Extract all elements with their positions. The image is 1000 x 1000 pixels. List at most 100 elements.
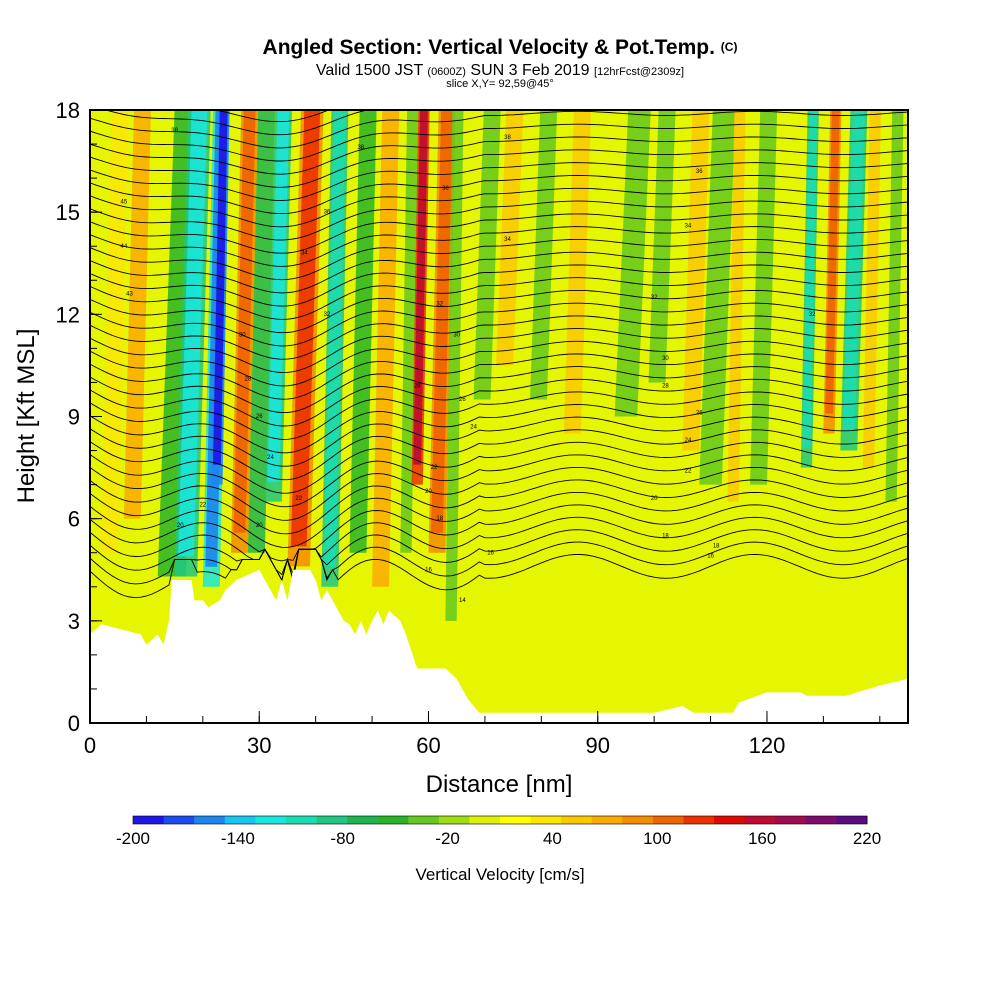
isentrope-label: 18 [436, 516, 443, 522]
isentrope-label: 16 [707, 554, 714, 560]
isentrope-line [90, 315, 908, 360]
colorbar-swatch [622, 816, 654, 824]
isentrope-label: 36 [324, 210, 331, 216]
slice-info: slice X,Y= 92,59@45° [446, 78, 554, 90]
colorbar-swatch [805, 816, 837, 824]
isentrope-label: 45 [121, 200, 128, 206]
isentrope-label: 28 [414, 383, 421, 389]
colorbar-swatch [163, 816, 195, 824]
velocity-band-core [267, 110, 290, 482]
chart-subtitle: Valid 1500 JST (0600Z) SUN 3 Feb 2019 [1… [0, 62, 1000, 80]
isentrope-label: 32 [651, 295, 658, 301]
colorbar-swatch [194, 816, 226, 824]
isentrope-label: 32 [809, 312, 816, 318]
x-tick-label: 30 [247, 733, 271, 758]
velocity-band [614, 110, 651, 417]
velocity-band-core [431, 110, 454, 533]
x-tick-label: 0 [84, 733, 96, 758]
isentrope-line [90, 441, 908, 494]
isentrope-line [90, 541, 908, 585]
x-tick-label: 60 [416, 733, 440, 758]
velocity-band-core [323, 110, 346, 567]
isentrope-line [90, 504, 908, 562]
isentrope-line [90, 391, 908, 440]
isentrope-label: 20 [651, 496, 658, 502]
isentrope-line [90, 289, 908, 334]
isentrope-line [90, 340, 908, 387]
colorbar-swatch [469, 816, 501, 824]
isentrope-line [104, 110, 370, 136]
isentrope-label: 44 [121, 244, 128, 250]
velocity-band [699, 110, 736, 485]
isentrope-line [90, 429, 908, 481]
x-axis-ticks: 0 30 60 90 120 [84, 711, 881, 758]
colorbar-label: -140 [221, 829, 255, 848]
colorbar-swatch [530, 816, 562, 824]
colorbar-swatch [408, 816, 440, 824]
isentrope-line [90, 200, 908, 241]
terrain [90, 569, 908, 723]
y-axis-ticks: 0 3 6 9 12 15 18 [56, 98, 102, 736]
valid-utc: (0600Z) [427, 66, 466, 78]
isentrope-label: 24 [470, 424, 477, 430]
velocity-band-core [802, 110, 818, 448]
isentrope-label: 24 [685, 438, 692, 444]
isentrope-line [90, 353, 908, 400]
velocity-band-core [233, 110, 256, 533]
isentrope-line [90, 404, 908, 454]
isentrope-line [90, 251, 908, 294]
isentrope-label: 30 [662, 356, 669, 362]
isentrope-label: 30 [239, 332, 246, 338]
velocity-band [445, 110, 464, 621]
isentrope-label: 28 [245, 377, 252, 383]
velocity-band [750, 110, 778, 485]
isentrope-label: 34 [301, 251, 308, 257]
colorbar-label: -200 [116, 829, 150, 848]
colorbar-label: 40 [543, 829, 562, 848]
isentrope-line [90, 302, 908, 347]
isentrope-label: 22 [199, 503, 206, 509]
isentrope-label: 34 [504, 237, 511, 243]
velocity-band [473, 110, 501, 400]
isentrope-line [90, 226, 908, 267]
colorbar-swatch [561, 816, 593, 824]
isentrope-label: 32 [436, 302, 443, 308]
colorbar-title: Vertical Velocity [cm/s] [415, 865, 584, 884]
y-tick-label: 3 [68, 609, 80, 634]
isentrope-line [90, 466, 908, 521]
isentrope-label: 38 [504, 135, 511, 141]
y-tick-label: 18 [56, 98, 80, 123]
isentrope-line [90, 491, 908, 548]
valid-date: SUN 3 Feb 2019 [470, 62, 590, 79]
isentrope-label: 16 [425, 567, 432, 573]
isentrope-label: 26 [459, 397, 466, 403]
isentrope-label: 28 [662, 383, 669, 389]
colorbar: -200 -140 -80 -20 40 100 160 220 [116, 815, 881, 848]
isentrope-label: 36 [442, 186, 449, 192]
colorbar-swatch [285, 816, 317, 824]
chart-title-mark: (C) [720, 40, 738, 54]
isentrope-line [90, 378, 908, 427]
velocity-band [372, 110, 400, 587]
isentrope-line [90, 238, 908, 281]
isentrope-label: 18 [713, 543, 720, 549]
isentrope-line [90, 264, 908, 307]
velocity-band-core [413, 110, 428, 465]
isentrope-label: 20 [256, 523, 263, 529]
colorbar-swatch [744, 816, 776, 824]
colorbar-swatch [836, 816, 868, 824]
isentrope-lines [90, 110, 908, 599]
colorbar-frame [132, 815, 868, 825]
isentrope-line [90, 110, 908, 149]
colorbar-swatch [683, 816, 715, 824]
isentrope-line [90, 454, 908, 508]
isentrope-line [90, 136, 908, 175]
isentrope-line [90, 213, 908, 254]
isentrope-label: 20 [425, 489, 432, 495]
isentrope-label: 30 [453, 332, 460, 338]
velocity-field [101, 110, 904, 621]
colorbar-swatch [591, 816, 623, 824]
isentrope-label: 26 [256, 414, 263, 420]
velocity-band [727, 110, 746, 502]
